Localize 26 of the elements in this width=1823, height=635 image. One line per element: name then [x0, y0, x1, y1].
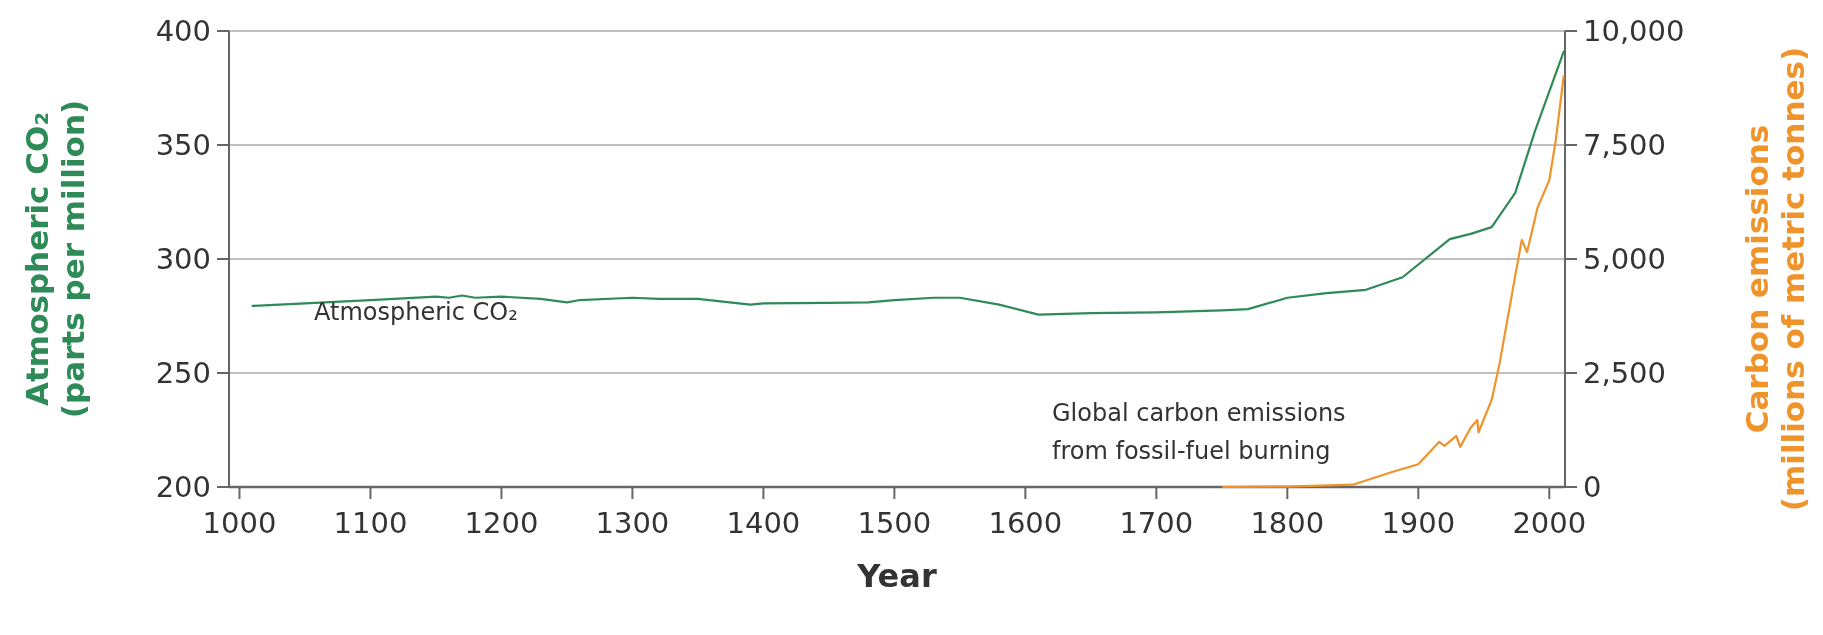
x-tick-label: 1800	[1250, 506, 1325, 540]
x-tick-label: 1700	[1119, 506, 1194, 540]
y-tick-label: 250	[155, 356, 211, 391]
x-tick-label: 1000	[202, 506, 277, 540]
y2-tick-label: 7,500	[1583, 128, 1667, 163]
x-tick-label: 1200	[464, 506, 539, 540]
x-tick-label: 1300	[595, 506, 670, 540]
y-tick-label: 350	[155, 128, 211, 163]
y2-axis-title: Carbon emissions (millions of metric tonnes)	[1739, 46, 1811, 512]
y-tick-label: 200	[155, 470, 211, 505]
y2-tick-label: 10,000	[1583, 14, 1685, 49]
x-tick-label: 1900	[1381, 506, 1456, 540]
y-axis-title: Atmospheric CO₂ (parts per million)	[19, 99, 91, 419]
x-tick-label: 1500	[857, 506, 932, 540]
series-label: Atmospheric CO₂	[314, 298, 518, 326]
series-label: Global carbon emissions from fossil-fuel burning	[1052, 399, 1346, 465]
y-tick-label: 400	[155, 14, 211, 49]
x-tick-label: 1400	[726, 506, 801, 540]
y2-tick-label: 0	[1583, 470, 1602, 505]
y2-tick-label: 2,500	[1583, 356, 1667, 391]
y2-tick-label: 5,000	[1583, 242, 1667, 277]
y-tick-label: 300	[155, 242, 211, 277]
x-axis-title: Year	[856, 557, 937, 595]
x-tick-label: 1100	[333, 506, 408, 540]
x-tick-label: 1600	[988, 506, 1063, 540]
x-tick-label: 2000	[1512, 506, 1587, 540]
